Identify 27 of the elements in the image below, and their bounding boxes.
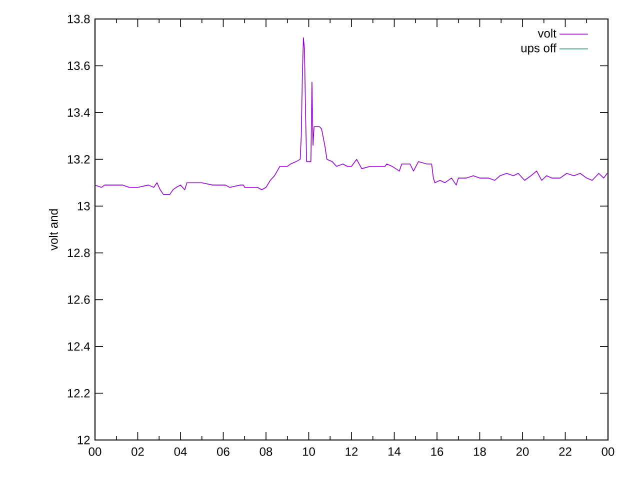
y-tick-label: 12.2 (68, 389, 90, 398)
x-tick-label: 20 (516, 447, 529, 456)
x-tick-label: 16 (431, 447, 444, 456)
x-tick-label: 04 (174, 447, 187, 456)
y-tick-label: 12 (78, 436, 90, 444)
legend-label: ups off (521, 44, 556, 55)
x-tick-label: 14 (388, 447, 401, 456)
x-tick-label: 06 (217, 447, 230, 456)
x-tick-label: 12 (346, 447, 358, 456)
y-tick-label: 12.8 (68, 248, 90, 258)
y-tick-label: 12.6 (68, 295, 90, 304)
y-tick-label: 13.8 (68, 14, 90, 24)
y-tick-label: 12.4 (68, 342, 90, 351)
y-tick-label: 13.4 (68, 108, 90, 117)
x-tick-label: 22 (559, 447, 572, 456)
legend-label: volt (538, 28, 556, 38)
x-tick-label: 00 (602, 447, 614, 456)
x-tick-label: 02 (132, 447, 144, 456)
y-tick-label: 13.6 (68, 62, 90, 70)
y-tick-label: 13 (78, 202, 90, 210)
x-tick-label: 08 (260, 447, 272, 456)
x-tick-label: 00 (88, 447, 102, 456)
line-series (95, 37, 608, 195)
x-tick-label: 18 (474, 447, 486, 456)
y-axis-title: volt and (48, 209, 58, 250)
x-tick-label: 10 (302, 447, 315, 456)
y-tick-label: 13.2 (68, 155, 90, 164)
